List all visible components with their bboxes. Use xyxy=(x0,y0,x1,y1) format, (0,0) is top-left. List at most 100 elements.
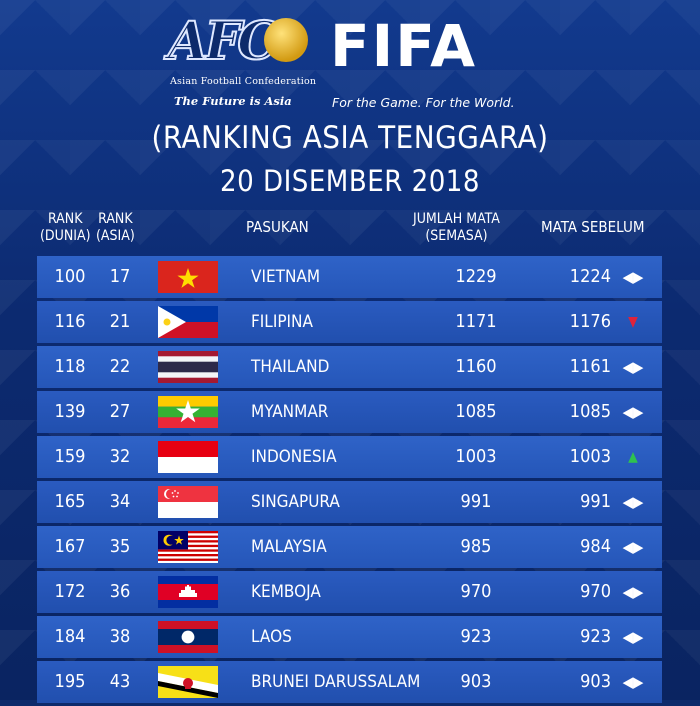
team-name: INDONESIA xyxy=(251,447,337,467)
afc-logo: AFC Asian Football Confederation The Fut… xyxy=(167,11,317,112)
previous-points: 903 xyxy=(580,671,611,692)
left-right-arrow-icon: ◀▶ xyxy=(622,268,644,286)
header-rank-asia-line2: (ASIA) xyxy=(96,228,135,244)
team-name: KEMBOJA xyxy=(251,582,321,602)
brunei-flag xyxy=(158,666,218,698)
header-rank-asia-line1: RANK xyxy=(98,211,133,227)
rank-asia: 27 xyxy=(109,401,131,422)
cambodia-flag xyxy=(158,576,218,608)
rank-asia: 43 xyxy=(109,671,131,692)
rank-asia: 38 xyxy=(109,626,131,647)
rank-world: 139 xyxy=(54,401,86,422)
team-name: BRUNEI DARUSSALAM xyxy=(251,672,421,692)
header-previous: MATA SEBELUM xyxy=(541,218,645,236)
left-right-arrow-icon: ◀▶ xyxy=(622,538,644,556)
rank-world: 184 xyxy=(54,626,86,647)
current-points: 1085 xyxy=(455,401,497,422)
header-rank-dunia: RANK (DUNIA) xyxy=(40,211,91,245)
left-right-arrow-icon: ◀▶ xyxy=(622,493,644,511)
rank-world: 118 xyxy=(54,356,86,377)
previous-points: 1224 xyxy=(569,266,611,287)
myanmar-flag xyxy=(158,396,218,428)
fifa-tagline: For the Game. For the World. xyxy=(332,95,515,110)
header-team: PASUKAN xyxy=(246,218,309,236)
current-points: 991 xyxy=(460,491,492,512)
rank-asia: 34 xyxy=(109,491,131,512)
table-row: 118 22 THAILAND 1160 1161 ◀▶ xyxy=(37,346,662,388)
previous-points: 1003 xyxy=(569,446,611,467)
header-rank-dunia-line2: (DUNIA) xyxy=(40,228,91,244)
team-name: THAILAND xyxy=(251,357,330,377)
left-right-arrow-icon: ◀▶ xyxy=(622,583,644,601)
vietnam-flag xyxy=(158,261,218,293)
rank-world: 116 xyxy=(54,311,86,332)
table-row: 116 21 FILIPINA 1171 1176 ▼ xyxy=(37,301,662,343)
team-name: SINGAPURA xyxy=(251,492,340,512)
current-points: 985 xyxy=(460,536,492,557)
team-name: MYANMAR xyxy=(251,402,329,422)
table-row: 100 17 VIETNAM 1229 1224 ◀▶ xyxy=(37,256,662,298)
header-rank-asia: RANK (ASIA) xyxy=(96,211,135,245)
table-row: 165 34 SINGAPURA 991 991 ◀▶ xyxy=(37,481,662,523)
left-right-arrow-icon: ◀▶ xyxy=(622,358,644,376)
laos-flag xyxy=(158,621,218,653)
table-row: 139 27 MYANMAR 1085 1085 ◀▶ xyxy=(37,391,662,433)
page-date: 20 DISEMBER 2018 xyxy=(220,164,480,198)
header-points: JUMLAH MATA (SEMASA) xyxy=(413,211,500,245)
philippines-flag xyxy=(158,306,218,338)
previous-points: 923 xyxy=(580,626,611,647)
rank-world: 100 xyxy=(54,266,86,287)
fifa-logo: FIFA xyxy=(330,12,478,80)
left-right-arrow-icon: ◀▶ xyxy=(622,673,644,691)
afc-logo-letters: AFC xyxy=(167,11,280,73)
previous-points: 984 xyxy=(580,536,611,557)
ranking-table: 100 17 VIETNAM 1229 1224 ◀▶ 116 21 FILIPINA 1171 1… xyxy=(37,256,662,706)
page-title: (RANKING ASIA TENGGARA) xyxy=(151,120,549,156)
current-points: 923 xyxy=(460,626,492,647)
singapore-flag xyxy=(158,486,218,518)
rank-world: 167 xyxy=(54,536,86,557)
current-points: 1003 xyxy=(455,446,497,467)
rank-world: 159 xyxy=(54,446,86,467)
header-points-line2: (SEMASA) xyxy=(425,228,488,244)
previous-points: 970 xyxy=(580,581,611,602)
current-points: 903 xyxy=(460,671,492,692)
indonesia-flag xyxy=(158,441,218,473)
team-name: VIETNAM xyxy=(251,267,321,287)
left-right-arrow-icon: ◀▶ xyxy=(622,403,644,421)
header-points-line1: JUMLAH MATA xyxy=(413,211,500,227)
table-row: 159 32 INDONESIA 1003 1003 ▲ xyxy=(37,436,662,478)
team-name: FILIPINA xyxy=(251,312,313,332)
rank-asia: 35 xyxy=(109,536,131,557)
current-points: 1160 xyxy=(455,356,497,377)
rank-world: 165 xyxy=(54,491,86,512)
table-row: 172 36 KEMBOJA 970 970 ◀▶ xyxy=(37,571,662,613)
previous-points: 1085 xyxy=(569,401,611,422)
afc-name: Asian Football Confederation xyxy=(170,76,317,87)
current-points: 1171 xyxy=(455,311,497,332)
rank-asia: 32 xyxy=(109,446,131,467)
left-right-arrow-icon: ◀▶ xyxy=(622,628,644,646)
afc-globe-icon xyxy=(264,18,308,62)
rank-asia: 17 xyxy=(109,266,131,287)
table-row: 195 43 BRUNEI DARUSSALAM 903 903 ◀▶ xyxy=(37,661,662,703)
table-row: 184 38 LAOS 923 923 ◀▶ xyxy=(37,616,662,658)
current-points: 1229 xyxy=(455,266,497,287)
header-rank-dunia-line1: RANK xyxy=(48,211,83,227)
rank-asia: 22 xyxy=(109,356,131,377)
rank-world: 195 xyxy=(54,671,86,692)
down-arrow-icon: ▼ xyxy=(628,314,638,330)
team-name: LAOS xyxy=(251,627,292,647)
previous-points: 991 xyxy=(580,491,611,512)
previous-points: 1161 xyxy=(569,356,611,377)
current-points: 970 xyxy=(460,581,492,602)
previous-points: 1176 xyxy=(569,311,611,332)
up-arrow-icon: ▲ xyxy=(628,449,638,465)
rank-asia: 36 xyxy=(109,581,131,602)
rank-asia: 21 xyxy=(109,311,131,332)
team-name: MALAYSIA xyxy=(251,537,327,557)
table-row: 167 35 MALAYSIA 985 984 ◀▶ xyxy=(37,526,662,568)
rank-world: 172 xyxy=(54,581,86,602)
thailand-flag xyxy=(158,351,218,383)
afc-tagline: The Future is Asia xyxy=(174,94,292,108)
